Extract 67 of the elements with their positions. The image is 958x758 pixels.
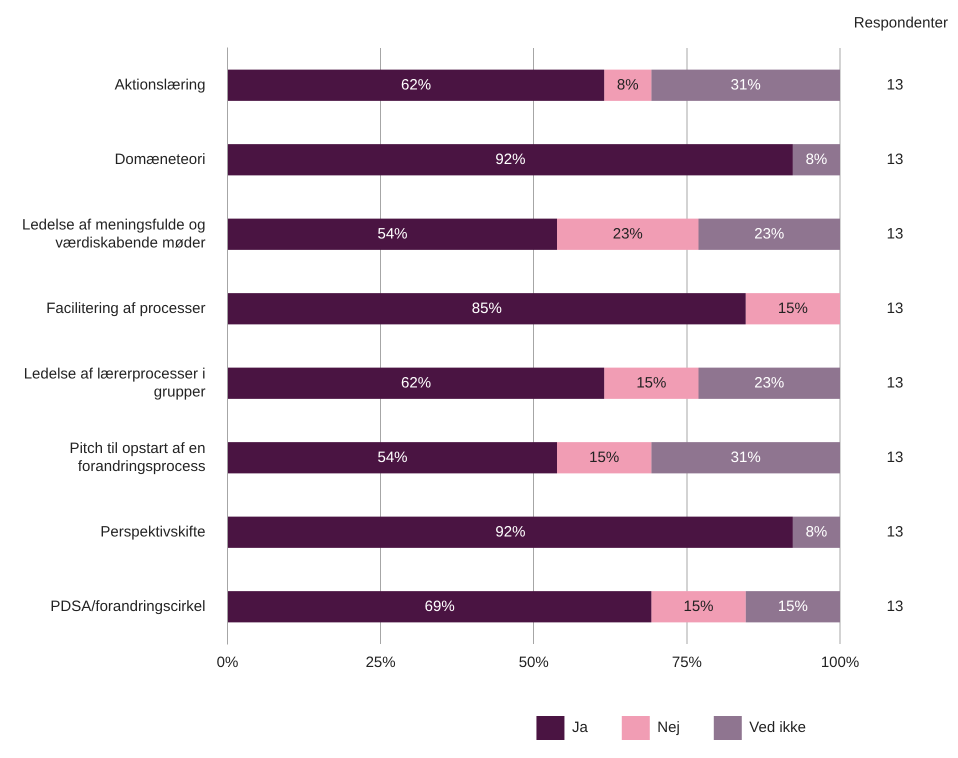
text: 13 [886,374,904,392]
text: 13 [886,448,904,466]
bar [228,293,746,324]
x-tick-label: 75% [672,654,702,672]
data-label: 62% [401,76,432,94]
data-label: 15% [589,448,620,466]
bar [228,218,558,250]
y-tick-label: Perspektivskifte [100,523,206,540]
bar [228,591,652,622]
x-tick-label: 25% [366,654,396,672]
data-label: 8% [806,150,828,168]
bar [604,368,699,399]
text: 13 [886,150,904,168]
bar [557,442,652,474]
bar [698,368,840,399]
data-label: 54% [377,448,408,466]
bar [228,144,793,176]
y-tick-label: Ledelse af lærerprocesser i grupper [24,365,206,400]
y-tick-label: PDSA/forandringscirkel [50,598,206,615]
data-label: 62% [401,374,432,392]
data-label: 92% [495,150,526,168]
y-tick-label: Pitch til opstart af en forandringsprocess [70,440,206,475]
bar [792,144,840,176]
bar [746,293,840,324]
data-label: 23% [754,225,784,242]
data-label: 8% [616,76,639,94]
data-label: 23% [612,225,643,242]
bar [228,70,604,101]
bar [228,442,558,474]
text: 13 [886,300,904,317]
bar [746,591,840,622]
data-label: 85% [472,300,502,317]
data-label: 8% [806,523,828,540]
data-label: 15% [683,598,714,615]
x-tick-label: 100% [820,654,860,672]
data-label: 69% [424,598,455,615]
data-label: 31% [730,76,761,94]
text: 13 [886,598,904,615]
y-tick-label: Facilitering af processer [46,300,206,317]
text: 13 [886,225,904,242]
data-label: 54% [377,225,408,242]
data-label: 31% [730,448,761,466]
bar [604,70,652,101]
legend-label: Ved ikke [749,719,806,736]
data-label: 23% [754,374,784,392]
y-tick-label: Domæneteori [114,150,206,168]
bar [651,70,840,101]
y-tick-label: Aktionslæring [114,76,206,94]
legend-label: Ja [572,719,588,736]
bar [228,516,793,548]
bar [228,368,604,399]
x-tick-label: 0% [216,654,238,672]
bar [651,591,746,622]
text: Respondenter [854,14,948,32]
bar [698,218,840,250]
x-tick-label: 50% [518,654,549,672]
text: 13 [886,523,904,540]
bar [557,218,699,250]
bar [792,516,840,548]
data-label: 92% [495,523,526,540]
bar [651,442,840,474]
text: 13 [886,76,904,94]
data-label: 15% [778,598,808,615]
data-label: 15% [636,374,666,392]
legend-label: Nej [657,719,680,736]
data-label: 15% [778,300,808,317]
y-tick-label: Ledelse af meningsfulde og værdiskabende møder [22,216,206,252]
